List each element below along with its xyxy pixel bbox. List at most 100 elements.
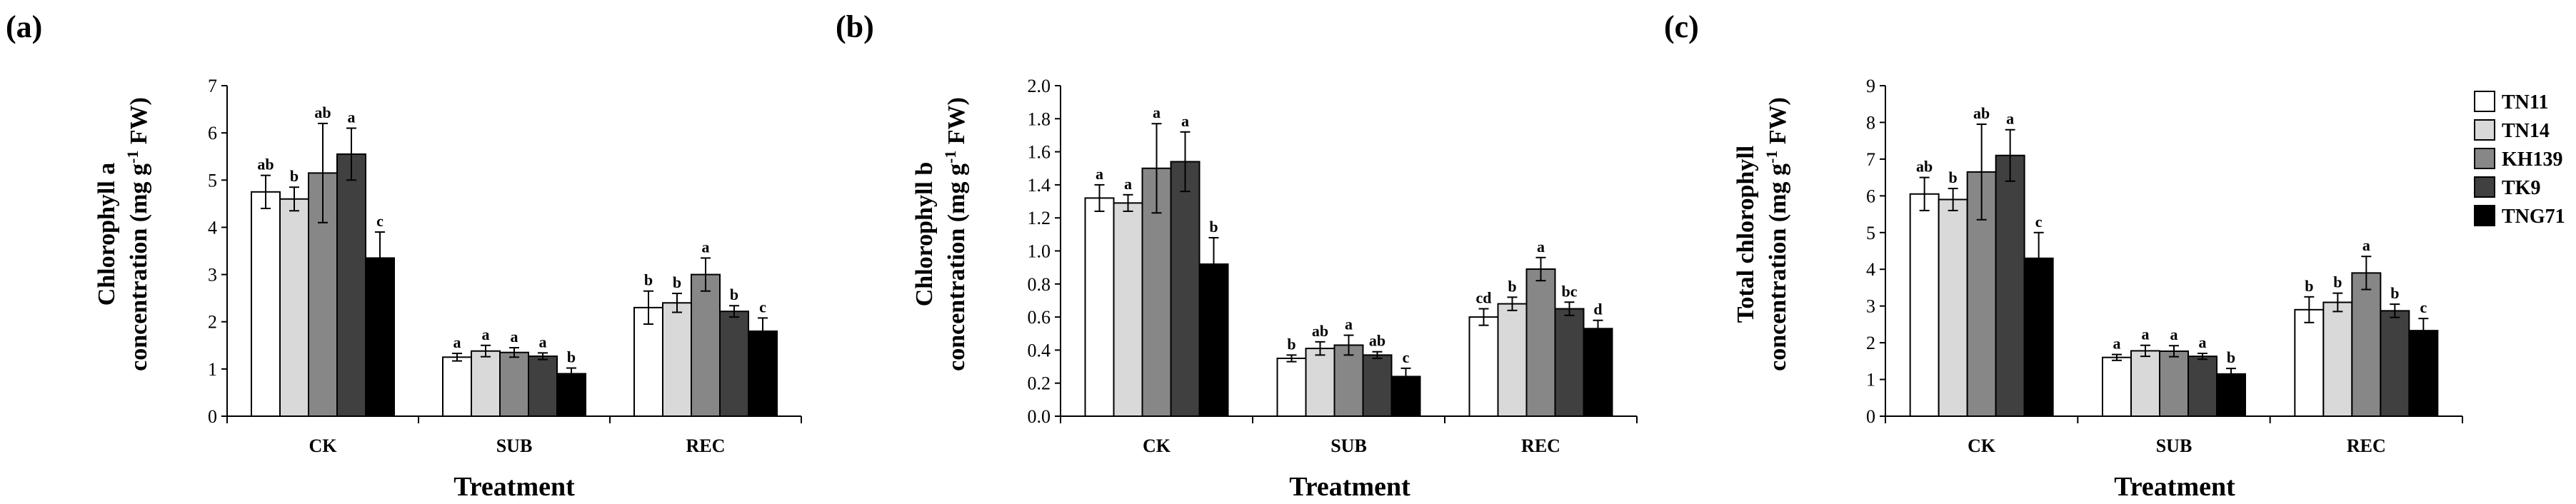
y-tick-label: 1.2 [1028, 208, 1051, 228]
y-tick-label: 3 [1866, 296, 1875, 317]
y-tick-label: 1.6 [1028, 142, 1051, 163]
xlabel-a: Treatment [453, 472, 575, 502]
significance-letter: c [1403, 348, 1410, 366]
y-tick-label: 9 [1866, 76, 1875, 96]
bar-tng71-rec [2408, 330, 2439, 417]
y-tick-label: 0.6 [1028, 307, 1051, 328]
panel-c: (c) Total chlorophyll concentration (mg … [1664, 9, 2463, 502]
bar-tn14-ck [1938, 198, 1968, 417]
legend-swatch-tn11 [2474, 91, 2495, 112]
bar-tk9-rec [2380, 310, 2410, 417]
bar-tk9-ck [1995, 154, 2025, 417]
bar-tn11-ck [1084, 197, 1115, 417]
bar-tn14-ck [279, 198, 309, 417]
y-tick-label: 4 [208, 217, 217, 238]
significance-letter: a [702, 238, 710, 256]
bar-tn11-sub [442, 356, 472, 418]
bar-tk9-ck [336, 153, 366, 418]
bar-tk9-sub [2187, 356, 2217, 418]
bar-tn14-rec [662, 302, 692, 417]
bar-tn11-ck [1909, 193, 1940, 417]
bar-kh139-rec [1525, 268, 1556, 417]
y-tick-label: 8 [1866, 112, 1875, 133]
ylabel-line2-sup-c: -1 [1763, 151, 1780, 163]
ylabel-line1-b: Chlorophyll b [911, 162, 938, 307]
legend-label-tng71: TNG71 [2502, 206, 2565, 228]
y-tick-label: 5 [1866, 223, 1875, 243]
bar-tn11-ck [251, 191, 281, 417]
ylabel-line2-c: concentration (mg g-1 FW) [1763, 97, 1791, 371]
significance-letter: a [453, 333, 461, 351]
panel-label-c: (c) [1664, 9, 1699, 44]
y-tick-label: 1 [1866, 370, 1875, 390]
legend-label-tk9: TK9 [2502, 177, 2540, 199]
ylabel-line2-end-b: FW) [943, 97, 970, 151]
category-label: SUB [1330, 435, 1367, 456]
y-tick-label: 6 [208, 123, 217, 143]
significance-letter: c [759, 298, 766, 316]
legend-swatch-tng71 [2474, 205, 2495, 226]
y-tick-label: 5 [208, 170, 217, 191]
legend-swatch-kh139 [2474, 148, 2495, 169]
panel-a: (a) Chlorophyll a concentration (mg g-1 … [6, 9, 802, 502]
ylabel-line2-main-b: concentration (mg g [943, 163, 970, 371]
bar-kh139-rec [691, 273, 721, 418]
legend-label-tn14: TN14 [2502, 120, 2550, 142]
bar-kh139-rec [2351, 272, 2382, 417]
y-tick-label: 4 [1866, 259, 1875, 280]
ylabel-line2-sup-a: -1 [124, 151, 141, 163]
y-tick-label: 0.2 [1028, 373, 1051, 394]
ylabel-line2-end-a: FW) [126, 97, 152, 151]
bar-tng71-rec [1583, 328, 1613, 417]
category-label: CK [1968, 435, 1996, 456]
legend: TN11 TN14 KH139 TK9 TNG71 [2464, 79, 2575, 232]
category-label: SUB [496, 435, 533, 456]
significance-letter: b [567, 348, 576, 366]
significance-letter: a [1124, 175, 1132, 193]
significance-letter: b [1209, 218, 1218, 236]
significance-letter: ab [257, 156, 274, 173]
ylabel-line1-c: Total chlorophyll [1733, 146, 1759, 323]
significance-letter: a [2170, 326, 2178, 343]
y-tick-label: 2.0 [1028, 76, 1051, 96]
bar-kh139-sub [2159, 350, 2189, 417]
bar-tn11-rec [2294, 308, 2325, 417]
significance-letter: ab [314, 104, 331, 121]
significance-letter: a [1153, 104, 1161, 121]
y-tick-label: 1.8 [1028, 109, 1051, 129]
bar-tn11-sub [2102, 356, 2132, 418]
bar-kh139-sub [1333, 344, 1364, 417]
significance-letter: a [1096, 165, 1103, 183]
y-tick-label: 7 [208, 76, 217, 96]
significance-letter: a [2006, 110, 2014, 128]
category-label: SUB [2156, 435, 2192, 456]
significance-letter: b [2305, 277, 2313, 295]
bar-tn11-rec [1468, 316, 1499, 417]
bar-tn14-rec [1497, 303, 1528, 417]
panel-b: (b) Chlorophyll b concentration (mg g-1 … [836, 9, 1638, 502]
panel-label-a: (a) [6, 9, 42, 44]
significance-letter: a [1345, 316, 1353, 333]
bar-tn11-sub [1276, 357, 1307, 418]
category-label: REC [686, 435, 726, 456]
ylabel-line2-main-a: concentration (mg g [126, 163, 152, 371]
bar-tk9-rec [1554, 308, 1585, 417]
ylabel-line1-a: Chlorophyll a [94, 163, 120, 306]
significance-letter: bc [1562, 282, 1578, 300]
y-tick-label: 0.8 [1028, 274, 1051, 295]
y-tick-label: 6 [1866, 186, 1875, 206]
bar-tk9-ck [1170, 161, 1201, 418]
significance-letter: a [2362, 236, 2370, 254]
bar-tn14-sub [471, 350, 501, 418]
bar-tk9-rec [719, 311, 749, 418]
significance-letter: a [2199, 333, 2207, 351]
xlabel-c: Treatment [2114, 472, 2235, 502]
significance-letter: b [2333, 273, 2342, 291]
bar-tk9-sub [528, 355, 558, 417]
bar-tn14-sub [1305, 348, 1335, 417]
significance-letter: c [376, 212, 384, 230]
category-label: CK [309, 435, 338, 456]
